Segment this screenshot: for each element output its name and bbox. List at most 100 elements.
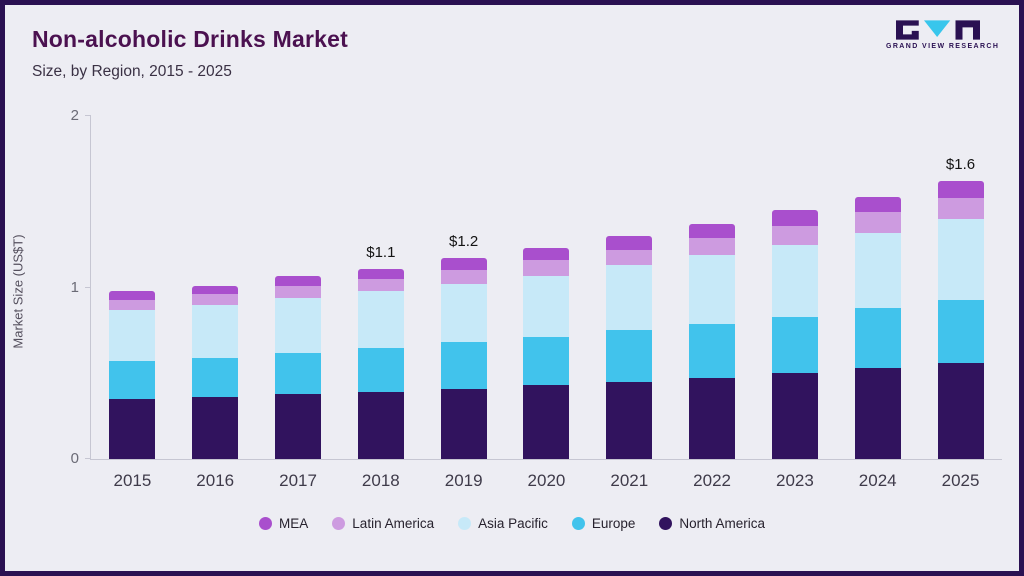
bar-segment-latin-america: [192, 294, 239, 305]
bar-segment-latin-america: [109, 299, 156, 310]
bar-column-2015: [91, 116, 174, 459]
bar-column-2021: [588, 116, 671, 459]
bar-total-label-2025: $1.6: [945, 156, 976, 174]
bar-segment-europe: [854, 308, 901, 369]
x-axis-labels: 2015 2016 2017 2018 2019 2020 2021 2022 2023 2024…: [91, 471, 1002, 491]
bar-segment-asia-pacific: [771, 244, 818, 317]
bar-segment-europe: [440, 342, 487, 389]
bar-column-2019: $1.2: [422, 116, 505, 459]
bar-segment-asia-pacific: [523, 275, 570, 338]
bar-segment-latin-america: [854, 212, 901, 233]
bar-segment-north-america: [771, 373, 818, 459]
bar-segment-mea: [689, 224, 736, 238]
bar-segment-latin-america: [689, 237, 736, 255]
brand-logo-icon: [896, 20, 980, 40]
legend-item-mea: MEA: [259, 516, 308, 531]
legend-item-latin-america: Latin America: [332, 516, 434, 531]
bar-stack-2023: [771, 210, 818, 459]
bar-segment-europe: [109, 361, 156, 399]
legend: MEA Latin America Asia Pacific Europe North …: [0, 516, 1024, 531]
legend-item-asia-pacific: Asia Pacific: [458, 516, 548, 531]
bar-segment-asia-pacific: [192, 304, 239, 358]
bar-segment-europe: [771, 316, 818, 374]
bar-segment-mea: [192, 285, 239, 295]
bar-segment-asia-pacific: [937, 218, 984, 300]
bar-segment-mea: [357, 268, 404, 279]
bar-segment-north-america: [440, 388, 487, 459]
legend-label: MEA: [279, 516, 309, 531]
legend-label: Latin America: [352, 516, 435, 531]
bar-column-2018: $1.1: [339, 116, 422, 459]
y-tick-label-2: 2: [70, 107, 79, 124]
bar-segment-mea: [109, 290, 156, 300]
bar-segment-latin-america: [523, 260, 570, 276]
bar-segment-mea: [523, 248, 570, 261]
bar-segment-europe: [937, 299, 984, 363]
x-tick-label-2024: 2024: [858, 471, 897, 490]
y-tick-label-0: 0: [70, 450, 79, 467]
brand-logo-text: GRAND VIEW RESEARCH: [886, 43, 1000, 50]
bar-segment-north-america: [606, 381, 653, 459]
y-axis-title: Market Size (US$T): [10, 234, 26, 349]
legend-label: North America: [679, 516, 765, 531]
bar-segment-latin-america: [440, 270, 487, 285]
x-tick-label-2025: 2025: [941, 471, 980, 490]
bar-segment-asia-pacific: [606, 265, 653, 331]
bar-segment-europe: [275, 352, 322, 394]
bar-segment-asia-pacific: [440, 284, 487, 343]
y-tick-label-1: 1: [70, 278, 79, 296]
y-tick-mark-2: [85, 115, 91, 116]
x-tick-label-2019: 2019: [444, 471, 483, 490]
bar-segment-mea: [440, 258, 487, 271]
y-tick-mark-1: [85, 286, 91, 288]
bar-stack-2019: [440, 258, 487, 459]
bar-segment-mea: [771, 210, 818, 226]
bar-segment-north-america: [523, 385, 570, 459]
bar-column-2023: [754, 116, 837, 459]
x-tick-label-2017: 2017: [279, 471, 317, 490]
bar-column-2024: [836, 116, 919, 459]
legend-item-north-america: North America: [659, 516, 765, 531]
x-tick-label-2020: 2020: [527, 471, 566, 490]
legend-label: Europe: [591, 516, 636, 531]
bar-segment-mea: [937, 181, 984, 199]
bar-stack-2020: [523, 248, 570, 459]
bar-stack-2022: [689, 224, 736, 459]
bar-segment-mea: [854, 196, 901, 213]
bar-stack-2024: [854, 196, 901, 459]
bar-segment-asia-pacific: [275, 297, 322, 353]
legend-swatch-icon: [332, 517, 346, 530]
bar-stack-2016: [192, 285, 239, 459]
page-subtitle: Size, by Region, 2015 - 2025: [32, 63, 232, 80]
plot-area: $1.1 $1.2 $1.6: [91, 116, 1002, 459]
bar-segment-north-america: [109, 398, 156, 459]
x-tick-label-2022: 2022: [693, 471, 731, 490]
bar-stack-2025: [937, 181, 984, 459]
bar-segment-latin-america: [275, 285, 322, 298]
bar-column-2016: [174, 116, 257, 459]
bar-segment-europe: [689, 323, 736, 379]
bar-segment-mea: [275, 275, 322, 286]
x-tick-label-2015: 2015: [113, 471, 152, 490]
x-tick-label-2021: 2021: [610, 471, 649, 490]
bar-segment-latin-america: [937, 198, 984, 219]
bar-segment-asia-pacific: [109, 309, 156, 362]
bar-segment-north-america: [937, 362, 984, 459]
bar-stack-2021: [606, 236, 653, 459]
legend-swatch-icon: [571, 517, 585, 530]
legend-swatch-icon: [259, 517, 273, 530]
bar-stack-2015: [109, 290, 156, 459]
bar-total-label-2019: $1.2: [449, 233, 479, 251]
legend-label: Asia Pacific: [478, 516, 548, 531]
bar-segment-latin-america: [357, 278, 404, 291]
bar-segment-latin-america: [606, 249, 653, 266]
bar-segment-europe: [192, 357, 239, 398]
brand-logo: GRAND VIEW RESEARCH: [886, 20, 1000, 50]
bar-segment-asia-pacific: [357, 290, 404, 348]
bar-segment-north-america: [192, 397, 239, 459]
bar-column-2017: [257, 116, 340, 459]
bar-stack-2018: [357, 268, 404, 459]
bar-column-2022: [671, 116, 754, 459]
x-tick-label-2018: 2018: [361, 471, 400, 490]
bar-total-label-2018: $1.1: [366, 243, 396, 261]
